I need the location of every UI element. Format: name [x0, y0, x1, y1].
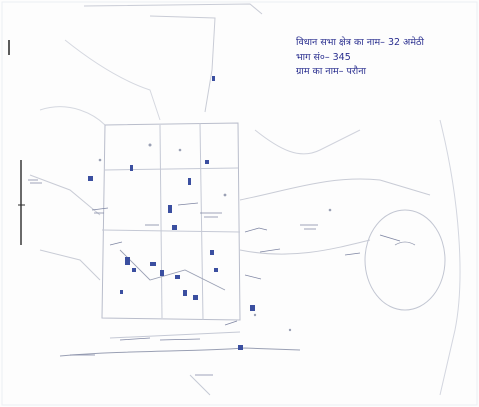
south-road — [59, 347, 301, 357]
house-marker — [125, 257, 130, 265]
house-marker — [132, 268, 136, 272]
tree-dot — [253, 313, 257, 317]
house-markers — [88, 76, 255, 350]
west-path — [29, 174, 101, 216]
top-road — [149, 15, 216, 113]
note-scribble — [300, 224, 318, 230]
road-north-east — [254, 129, 361, 155]
house-marker — [150, 262, 156, 266]
house-marker — [205, 160, 209, 164]
legend-part-number: भाग सं०– 345 — [296, 51, 351, 63]
tree-dot — [328, 208, 332, 212]
house-marker — [238, 345, 243, 350]
tree-dot — [288, 328, 292, 332]
tree-dot — [178, 148, 182, 152]
house-marker — [212, 76, 215, 81]
legend-village: ग्राम का नाम– परौना — [296, 66, 366, 77]
inner-road-diag — [119, 249, 226, 291]
house-marker — [130, 165, 133, 171]
inner-road-h2 — [101, 229, 241, 233]
note-scribble — [200, 212, 222, 218]
house-marker — [168, 205, 172, 213]
note-scribble — [28, 179, 42, 184]
east-boundary — [439, 119, 461, 396]
note-scribble — [224, 320, 238, 326]
house-marker — [183, 290, 187, 296]
field-boundary-nw — [64, 39, 161, 121]
tree-dot — [223, 193, 227, 197]
house-marker — [175, 275, 180, 279]
handwritten-notes — [28, 179, 401, 376]
note-scribble — [119, 337, 201, 341]
top-boundary — [83, 3, 263, 15]
map-legend: विधान सभा क्षेत्र का नाम– 32 अमेठी भाग स… — [296, 36, 424, 80]
note-scribble — [379, 234, 401, 242]
note-scribble — [177, 202, 199, 206]
west-path-2 — [39, 249, 101, 281]
inner-road-h1 — [104, 167, 239, 171]
pond-wave — [394, 241, 416, 246]
village-block — [101, 122, 241, 321]
house-marker — [210, 250, 214, 255]
main-road-east — [239, 178, 431, 201]
note-scribble — [259, 248, 281, 253]
note-scribble — [244, 274, 262, 280]
house-marker — [250, 305, 255, 311]
south-road-2 — [109, 331, 241, 339]
inner-road-v1 — [159, 124, 163, 319]
note-scribble — [344, 252, 361, 256]
house-marker — [193, 295, 198, 300]
legend-constituency: विधान सभा क्षेत्र का नाम– 32 अमेठी — [296, 37, 424, 48]
house-marker — [214, 268, 218, 272]
inner-road-v2 — [199, 122, 204, 321]
house-marker — [120, 290, 123, 294]
tree-dot — [148, 143, 152, 147]
house-marker — [88, 176, 93, 181]
note-scribble — [244, 227, 268, 233]
note-scribble — [109, 241, 123, 246]
note-scribble — [91, 207, 109, 214]
pond — [364, 209, 446, 311]
field-boundary-nw-2 — [39, 106, 106, 126]
south-stub — [189, 374, 211, 396]
main-road-east-2 — [239, 239, 371, 255]
house-marker — [188, 178, 191, 185]
house-marker — [172, 225, 177, 230]
house-marker — [160, 270, 164, 276]
tree-dots — [98, 143, 332, 332]
tree-dot — [98, 158, 102, 162]
